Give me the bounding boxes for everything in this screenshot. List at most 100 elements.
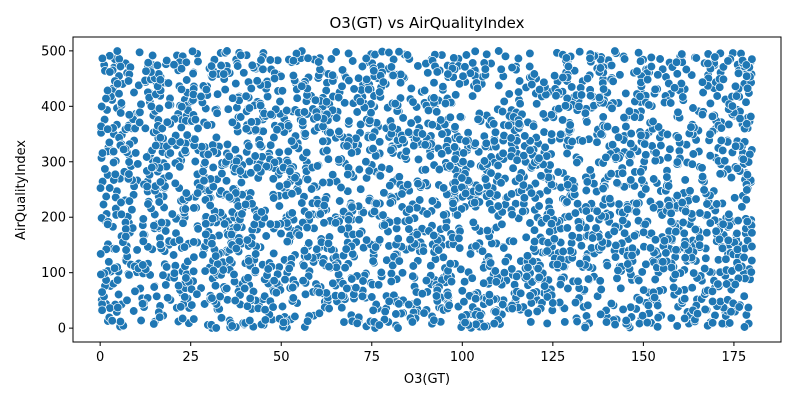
scatter-point [384, 164, 394, 174]
scatter-point [122, 295, 132, 305]
scatter-point [207, 293, 217, 303]
scatter-point [625, 149, 635, 159]
scatter-point [448, 198, 458, 208]
scatter-point [723, 56, 733, 66]
scatter-point [443, 290, 453, 300]
scatter-point [176, 302, 186, 312]
scatter-point [548, 298, 558, 308]
scatter-point [528, 121, 539, 131]
scatter-point [450, 122, 460, 132]
scatter-point [318, 136, 328, 146]
scatter-point [199, 299, 210, 309]
scatter-point [97, 287, 107, 297]
scatter-point [97, 305, 107, 315]
scatter-point [646, 61, 657, 72]
scatter-point [718, 145, 728, 156]
scatter-point [525, 145, 535, 155]
scatter-point [687, 159, 697, 169]
scatter-point [233, 61, 243, 71]
scatter-point [177, 102, 187, 112]
scatter-point [454, 79, 465, 89]
scatter-point [598, 84, 609, 94]
scatter-point [652, 322, 663, 332]
scatter-point [398, 113, 408, 123]
scatter-point [623, 204, 633, 214]
scatter-point [443, 69, 453, 79]
scatter-point [555, 279, 566, 290]
x-tick-label: 100 [450, 350, 475, 365]
scatter-point [314, 308, 325, 318]
scatter-point [190, 134, 200, 144]
scatter-point [181, 273, 191, 283]
scatter-point [529, 225, 540, 235]
scatter-point [361, 53, 371, 64]
scatter-point [705, 129, 715, 139]
scatter-point [147, 50, 158, 61]
scatter-point [252, 163, 263, 173]
scatter-point [282, 179, 292, 189]
scatter-point [570, 297, 581, 308]
scatter-point [97, 101, 107, 112]
scatter-point [712, 199, 722, 209]
scatter-point [576, 241, 587, 251]
scatter-point [596, 129, 606, 139]
scatter-point [479, 278, 489, 288]
scatter-point [364, 166, 374, 176]
scatter-point [670, 269, 680, 280]
scatter-point [445, 161, 455, 171]
scatter-point [637, 267, 647, 277]
scatter-point [236, 50, 246, 60]
scatter-point [649, 174, 659, 184]
scatter-point [398, 135, 408, 145]
scatter-point [119, 144, 129, 155]
scatter-point [269, 248, 279, 259]
scatter-point [702, 199, 712, 209]
scatter-point [222, 283, 232, 294]
scatter-point [394, 256, 404, 266]
scatter-point [198, 250, 208, 260]
scatter-point [642, 317, 652, 328]
scatter-point [680, 240, 690, 250]
scatter-point [585, 53, 595, 63]
scatter-point [422, 209, 432, 219]
scatter-point [163, 293, 173, 303]
scatter-point [490, 127, 501, 137]
scatter-point [387, 122, 397, 132]
scatter-point [594, 92, 604, 103]
scatter-point [154, 103, 165, 114]
scatter-point [418, 246, 429, 256]
scatter-point [260, 305, 270, 315]
scatter-point [697, 109, 708, 120]
scatter-point [388, 70, 398, 81]
scatter-point [556, 129, 566, 139]
scatter-point [653, 70, 663, 80]
scatter-point [741, 195, 751, 205]
scatter-point [285, 166, 295, 176]
scatter-point [651, 148, 661, 158]
scatter-point [386, 62, 397, 72]
scatter-point [134, 117, 145, 128]
scatter-point [549, 71, 560, 81]
scatter-point [196, 91, 206, 102]
scatter-point [131, 148, 141, 158]
scatter-point [405, 234, 415, 245]
scatter-point [402, 50, 413, 60]
scatter-point [211, 323, 221, 333]
scatter-point [434, 164, 445, 175]
scatter-point [373, 280, 384, 290]
scatter-point [211, 132, 222, 143]
y-tick-label: 100 [41, 266, 66, 281]
scatter-point [187, 300, 197, 310]
scatter-point [542, 151, 552, 161]
scatter-point [124, 157, 134, 167]
scatter-point [149, 282, 159, 292]
scatter-point [226, 229, 237, 240]
scatter-point [404, 204, 415, 214]
scatter-point [525, 291, 535, 301]
scatter-point [673, 132, 683, 143]
scatter-point [351, 283, 361, 293]
scatter-point [277, 86, 288, 96]
scatter-point [701, 253, 711, 263]
scatter-point [354, 164, 364, 175]
scatter-point [385, 198, 395, 208]
